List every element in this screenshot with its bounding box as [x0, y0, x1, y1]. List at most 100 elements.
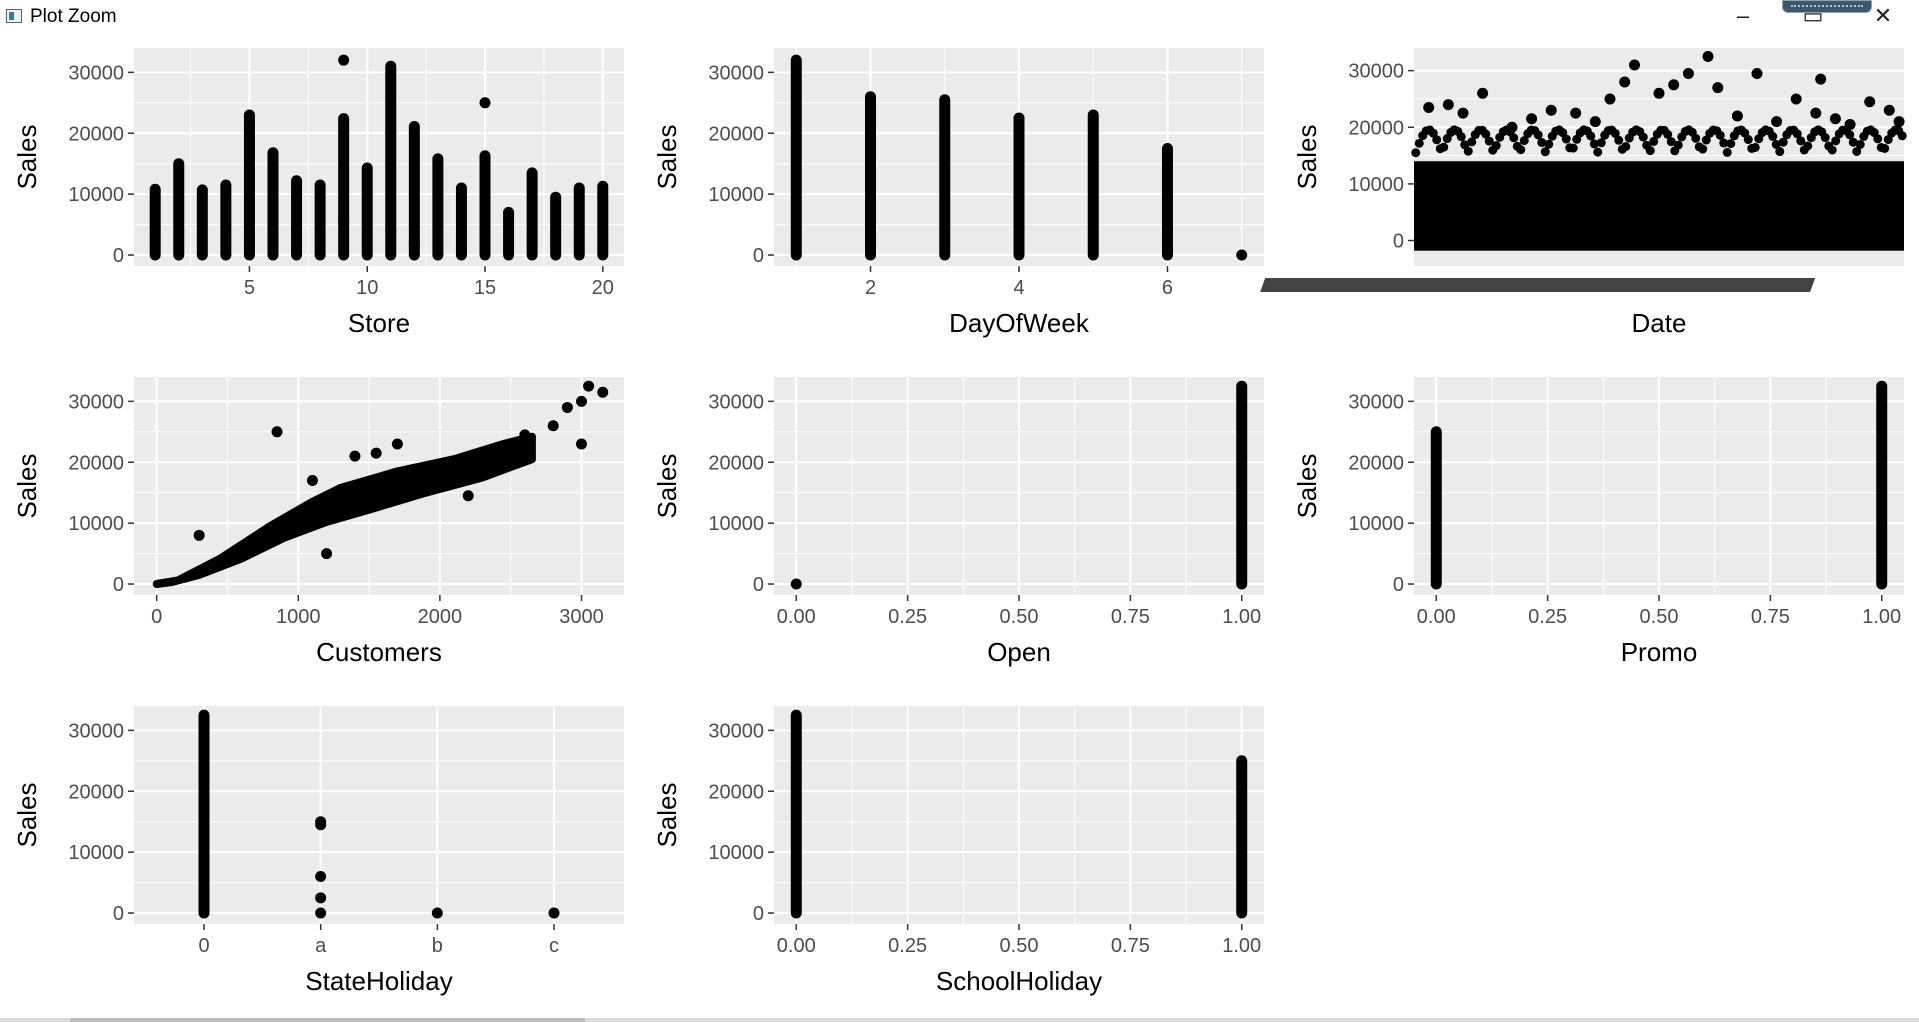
data-point — [1845, 130, 1855, 140]
data-point — [1467, 137, 1477, 147]
data-point — [1883, 104, 1895, 116]
data-point — [1484, 136, 1494, 146]
data-point — [321, 548, 333, 560]
data-point — [576, 395, 588, 407]
data-point — [1712, 82, 1724, 94]
data-point — [1852, 146, 1862, 156]
data-point — [315, 907, 327, 919]
y-tick-label: 0 — [113, 574, 124, 596]
data-point — [391, 438, 403, 450]
data-point — [1880, 143, 1890, 153]
data-point — [1457, 107, 1469, 119]
data-point — [370, 447, 382, 459]
data-point — [1456, 132, 1466, 142]
y-tick-label: 30000 — [68, 391, 124, 413]
data-point — [338, 213, 350, 225]
y-tick-label: 0 — [1393, 231, 1404, 253]
data-point — [1831, 136, 1841, 146]
y-tick-label: 10000 — [68, 513, 124, 535]
data-point — [1463, 146, 1473, 156]
data-point — [1423, 101, 1435, 113]
data-point — [1589, 139, 1599, 149]
data-point — [385, 225, 397, 237]
y-tick-label: 20000 — [708, 123, 764, 145]
x-axis-title: Open — [987, 637, 1051, 667]
chart-stateholiday: 0 10000 20000 30000 0 a b c StateHoliday Sales — [12, 706, 624, 996]
chart-dayofweek: 0 10000 20000 30000 2 4 6 DayOfWeek Sales — [652, 48, 1264, 338]
x-tick-label: 15 — [474, 277, 496, 299]
data-point — [1481, 129, 1491, 139]
x-tick-label: 2000 — [418, 606, 463, 628]
y-tick-label: 30000 — [1348, 61, 1404, 83]
title-bar: Plot Zoom – ▭ ✕ — [0, 0, 1919, 34]
x-tick-label: 0.50 — [1000, 935, 1039, 957]
x-axis-title: Store — [348, 308, 410, 338]
data-point — [1844, 118, 1856, 130]
data-point — [1516, 145, 1526, 155]
y-axis-title: Sales — [652, 124, 682, 189]
overlapping-date-labels — [1260, 278, 1816, 292]
y-tick-label: 30000 — [68, 720, 124, 742]
y-tick-label: 10000 — [68, 842, 124, 864]
data-point — [1614, 135, 1624, 145]
x-tick-label: 0 — [198, 935, 209, 957]
y-tick-label: 10000 — [1348, 174, 1404, 196]
x-tick-label: 1.00 — [1222, 606, 1261, 628]
window-bottom-edge — [0, 1018, 1919, 1022]
maximize-button[interactable]: ▭ — [1802, 3, 1824, 28]
x-tick-label: 0.75 — [1111, 606, 1150, 628]
data-point — [1610, 128, 1620, 138]
data-point — [462, 490, 474, 502]
data-point — [1619, 76, 1631, 88]
data-point — [1544, 139, 1554, 149]
data-point — [1540, 147, 1550, 157]
data-point — [597, 386, 609, 398]
data-point — [576, 438, 588, 450]
data-point — [1561, 134, 1571, 144]
y-tick-label: 10000 — [1348, 513, 1404, 535]
data-point — [1893, 116, 1905, 128]
data-point — [547, 420, 559, 432]
y-tick-label: 30000 — [708, 720, 764, 742]
y-tick-label: 10000 — [708, 842, 764, 864]
point-cloud — [152, 432, 536, 588]
y-tick-label: 20000 — [68, 452, 124, 474]
data-point — [1771, 139, 1781, 149]
y-axis-title: Sales — [12, 453, 42, 518]
x-tick-label: 0.75 — [1111, 935, 1150, 957]
x-tick-label: 0.00 — [1417, 606, 1456, 628]
data-point — [479, 97, 491, 109]
data-point — [1698, 144, 1708, 154]
y-tick-label: 0 — [113, 903, 124, 925]
data-point — [790, 578, 802, 590]
chart-schoolholiday: 0 10000 20000 30000 0.00 0.25 0.50 0.75 1.00 Scho… — [652, 706, 1264, 996]
data-point — [315, 819, 327, 831]
x-tick-label: 20 — [592, 277, 614, 299]
data-point — [193, 529, 205, 541]
y-tick-label: 10000 — [68, 184, 124, 206]
plot-zoom-app-icon — [6, 9, 22, 23]
data-point — [1778, 137, 1788, 147]
chart-store: 0 10000 20000 30000 5 10 15 20 Store Sales — [12, 48, 624, 338]
data-point — [1750, 142, 1760, 152]
data-point — [1509, 133, 1519, 143]
data-point — [1593, 147, 1603, 157]
chart-open: 0 10000 20000 30000 0.00 0.25 0.50 0.75 1.00 Open… — [652, 377, 1264, 667]
data-point — [1815, 73, 1827, 85]
data-point — [338, 54, 350, 66]
data-point — [1519, 136, 1529, 146]
data-point — [1589, 116, 1601, 128]
data-point — [315, 871, 327, 883]
data-point — [1663, 129, 1673, 139]
data-point — [1682, 67, 1694, 79]
data-point — [1668, 79, 1680, 91]
y-tick-label: 20000 — [708, 452, 764, 474]
close-button[interactable]: ✕ — [1873, 3, 1893, 28]
data-point — [243, 231, 255, 243]
minimize-button[interactable]: – — [1736, 3, 1750, 28]
window-title: Plot Zoom — [30, 6, 117, 27]
x-tick-label: 10 — [356, 277, 378, 299]
data-point — [1855, 139, 1865, 149]
x-axis-title: Date — [1632, 308, 1687, 338]
